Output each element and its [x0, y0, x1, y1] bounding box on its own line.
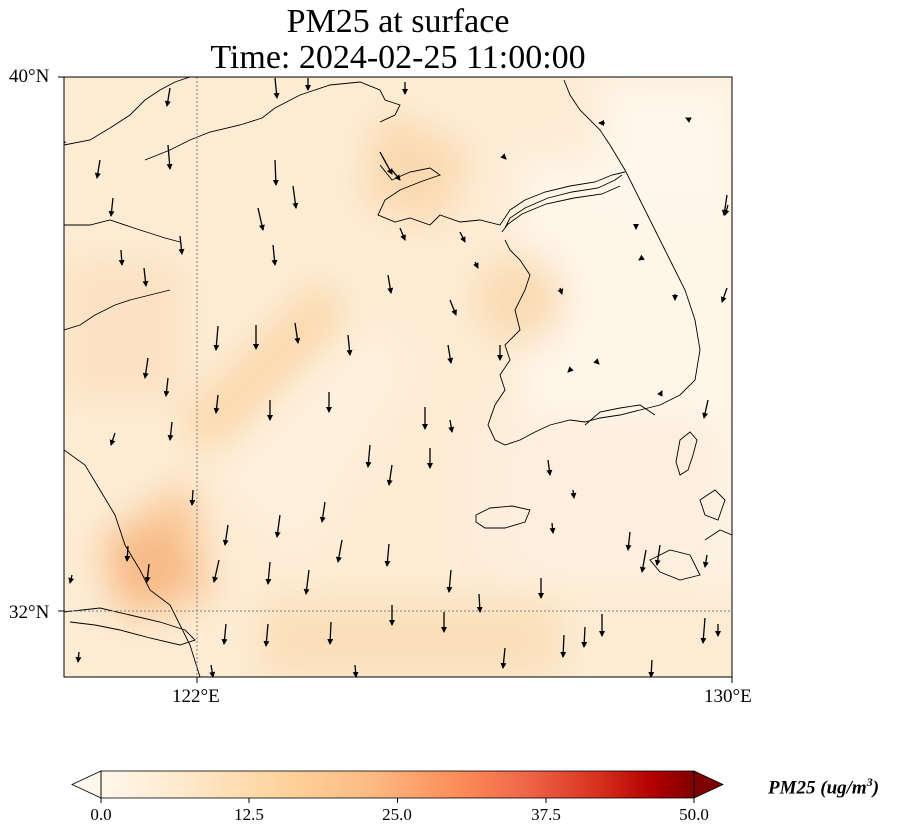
wind-arrow [209, 664, 216, 677]
wind-arrow [500, 647, 507, 669]
wind-arrow [144, 563, 151, 583]
colorbar [71, 770, 724, 803]
colorbar-tick-3: 37.5 [531, 805, 561, 824]
colorbar-extend-high [693, 770, 724, 799]
wind-arrow [546, 459, 553, 476]
wind-arrow [567, 366, 574, 373]
colorbar-gradient [101, 771, 694, 798]
wind-arrow [352, 664, 359, 677]
wind-arrow [625, 531, 632, 551]
colorbar-extend-low [71, 770, 102, 799]
wind-arrow [272, 159, 279, 186]
wind-arrow [473, 261, 479, 269]
wind-arrow [560, 634, 567, 658]
wind-arrow [263, 623, 270, 647]
wind-vectors [64, 77, 730, 677]
wind-arrow [109, 432, 116, 446]
wind-arrow [386, 464, 393, 486]
wind-arrow [271, 244, 278, 266]
wind-arrow [500, 153, 507, 160]
wind-arrow [549, 522, 556, 534]
wind-arrow [639, 549, 647, 573]
wind-arrow [189, 489, 196, 506]
wind-arrow [700, 617, 707, 644]
colorbar-tick-2: 25.0 [382, 805, 412, 824]
lat-label-32n: 32°N [9, 602, 50, 623]
wind-arrow [447, 344, 454, 364]
lon-label-122e: 122°E [172, 686, 220, 707]
wind-arrow [720, 287, 728, 303]
wind-arrow [449, 299, 457, 316]
wind-arrow [448, 419, 455, 433]
wind-arrow [557, 287, 564, 295]
wind-arrow [387, 274, 394, 294]
wind-arrow [638, 254, 645, 261]
wind-arrow [273, 77, 280, 99]
wind-arrow [94, 159, 101, 179]
wind-arrow [476, 593, 483, 613]
wind-arrow [702, 554, 709, 568]
wind-arrow [593, 358, 600, 365]
map-title-line1: PM25 at surface [286, 3, 510, 40]
wind-arrow [648, 659, 655, 677]
wind-arrow [654, 544, 661, 566]
wind-arrow [68, 574, 75, 584]
wind-arrow [459, 231, 466, 243]
wind-arrow [221, 623, 228, 645]
wind-arrow [75, 651, 82, 663]
wind-arrow [391, 169, 401, 181]
wind-arrow [365, 444, 372, 468]
wind-arrow [346, 334, 353, 356]
wind-arrow [446, 569, 453, 593]
wind-arrow [294, 322, 301, 344]
wind-arrow [142, 267, 149, 287]
colorbar-tick-1: 12.5 [234, 805, 264, 824]
colorbar-tick-0: 0.0 [90, 805, 112, 824]
wind-arrow [212, 559, 220, 583]
lon-label-130e: 130°E [704, 686, 752, 707]
wind-arrow [124, 545, 131, 562]
wind-arrow [167, 421, 174, 441]
lat-label-40n: 40°N [9, 66, 50, 87]
wind-arrow [274, 514, 281, 538]
colorbar-unit-label: PM25 (ug/m3) [768, 775, 880, 799]
wind-arrow [108, 197, 115, 217]
wind-arrow [118, 249, 125, 266]
wind-arrow [292, 185, 299, 209]
wind-arrow [384, 543, 391, 567]
wind-arrow [213, 394, 220, 414]
wind-arrow [166, 144, 173, 170]
wind-arrow [702, 399, 709, 419]
wind-arrow [164, 87, 171, 107]
wind-arrow [265, 561, 272, 585]
wind-arrow [570, 489, 577, 499]
wind-arrow [581, 626, 588, 648]
wind-arrow [399, 227, 406, 241]
wind-arrow [142, 357, 149, 379]
wind-arrow [657, 390, 663, 397]
wind-arrow [685, 117, 692, 123]
map-frame [63, 76, 733, 678]
wind-arrow [379, 151, 393, 175]
wind-arrow [335, 539, 343, 563]
wind-arrow [257, 207, 265, 231]
wind-arrow [163, 377, 170, 397]
wind-arrow [723, 204, 730, 216]
wind-arrow [319, 501, 326, 523]
wind-arrow [178, 235, 185, 255]
wind-arrow [213, 325, 220, 351]
wind-arrow [327, 621, 334, 645]
map-title-line2: Time: 2024-02-25 11:00:00 [210, 39, 586, 76]
colorbar-tick-4: 50.0 [679, 805, 709, 824]
wind-arrow [222, 524, 229, 546]
wind-arrow [303, 569, 310, 595]
pm25-field [64, 77, 732, 677]
